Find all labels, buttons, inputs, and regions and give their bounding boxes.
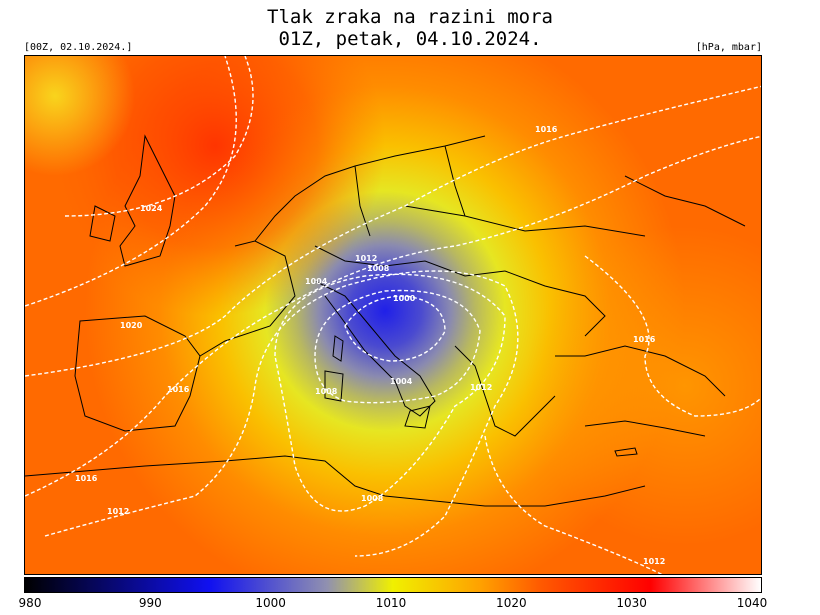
isobar-label-1012: 1012 bbox=[470, 383, 492, 392]
colorbar-tick-label: 990 bbox=[138, 596, 162, 610]
isobars bbox=[25, 56, 761, 574]
isobar-label-1004: 1004 bbox=[390, 377, 413, 386]
colorbar-tick-label: 980 bbox=[18, 596, 42, 610]
isobar-label-1008: 1008 bbox=[361, 494, 384, 503]
isobar-1004 bbox=[314, 289, 481, 404]
unit-label: [hPa, mbar] bbox=[695, 42, 762, 53]
isobar-label-1012: 1012 bbox=[355, 254, 377, 263]
map-title: Tlak zraka na razini mora bbox=[267, 6, 553, 28]
colorbar-tick-label: 1030 bbox=[616, 596, 647, 610]
isobar-label-1004: 1004 bbox=[305, 277, 328, 286]
isobar-1012-north bbox=[25, 135, 761, 497]
isobar-label-1016: 1016 bbox=[167, 385, 190, 394]
isobar-label-1008: 1008 bbox=[315, 387, 338, 396]
isobar-label-1012: 1012 bbox=[107, 507, 129, 516]
model-run-label: [00Z, 02.10.2024.] bbox=[24, 42, 133, 53]
isobar-1016-north bbox=[25, 85, 761, 377]
isobar-1016-east bbox=[584, 255, 761, 417]
isobar-1000 bbox=[344, 295, 446, 362]
isobar-label-1024: 1024 bbox=[140, 204, 163, 213]
isobar-label-1016: 1016 bbox=[535, 125, 558, 134]
pressure-map: 1000 1004 1004 1008 1008 1008 1012 1012 … bbox=[24, 55, 762, 575]
isobar-label-1008: 1008 bbox=[367, 264, 390, 273]
isobar-labels: 1000 1004 1004 1008 1008 1008 1012 1012 … bbox=[75, 125, 665, 566]
map-valid-time: 01Z, petak, 04.10.2024. bbox=[278, 28, 542, 50]
colorbar-tick-label: 1000 bbox=[255, 596, 286, 610]
pressure-map-svg: 1000 1004 1004 1008 1008 1008 1012 1012 … bbox=[25, 56, 761, 574]
isobar-1012-south bbox=[484, 435, 663, 574]
isobar-label-1016: 1016 bbox=[75, 474, 98, 483]
coastlines bbox=[25, 134, 746, 507]
colorbar-tick-label: 1010 bbox=[375, 596, 407, 610]
isobar-label-1012: 1012 bbox=[643, 557, 665, 566]
isobar-label-1016: 1016 bbox=[633, 335, 656, 344]
isobar-label-1020: 1020 bbox=[120, 321, 143, 330]
colorbar-ticks: 980 990 1000 1010 1020 1030 1040 bbox=[0, 596, 820, 614]
isobar-1012-loop bbox=[44, 270, 519, 557]
isobar-1024 bbox=[64, 56, 254, 217]
pressure-colorbar bbox=[24, 577, 762, 593]
colorbar-tick-label: 1020 bbox=[496, 596, 527, 610]
isobar-label-1000: 1000 bbox=[393, 294, 416, 303]
isobar-1008 bbox=[274, 273, 506, 512]
colorbar-tick-label: 1040 bbox=[736, 596, 768, 610]
isobar-1020 bbox=[25, 56, 237, 307]
